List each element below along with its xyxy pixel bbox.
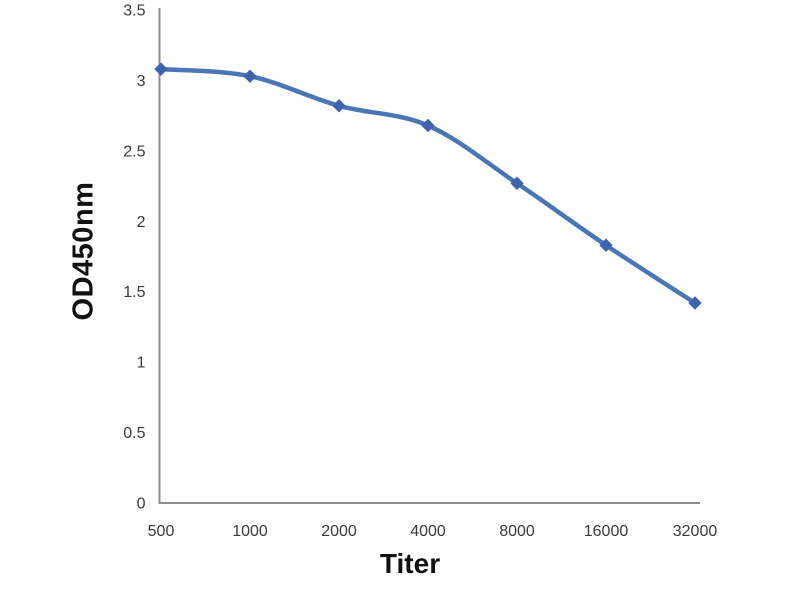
- y-axis-title: OD450nm: [67, 181, 100, 321]
- data-point-marker: [154, 62, 168, 76]
- x-tick-label: 32000: [673, 523, 718, 540]
- x-tick-label: 4000: [410, 523, 446, 540]
- y-tick-label: 1.5: [123, 284, 145, 301]
- y-tick-label: 3: [137, 73, 146, 90]
- x-tick-label: 8000: [499, 523, 535, 540]
- data-point-marker: [599, 238, 613, 252]
- series-line: [158, 66, 698, 306]
- data-point-marker: [510, 176, 524, 190]
- x-axis-title: Titer: [379, 548, 441, 579]
- y-tick-label: 2.5: [123, 143, 145, 160]
- data-point-marker: [243, 69, 257, 83]
- x-tick-label: 2000: [321, 523, 357, 540]
- data-point-marker: [421, 118, 435, 133]
- x-tick-label: 500: [148, 523, 175, 540]
- y-tick-label: 2: [137, 214, 146, 231]
- y-tick-label: 0.5: [123, 425, 145, 442]
- data-point-marker: [688, 296, 702, 310]
- y-tick-label: 0: [137, 496, 146, 513]
- x-tick-label: 16000: [584, 523, 629, 540]
- y-tick-label: 1: [137, 355, 146, 372]
- y-tick-label: 3.5: [123, 3, 145, 20]
- data-point-marker: [332, 99, 346, 113]
- x-tick-label: 1000: [232, 523, 268, 540]
